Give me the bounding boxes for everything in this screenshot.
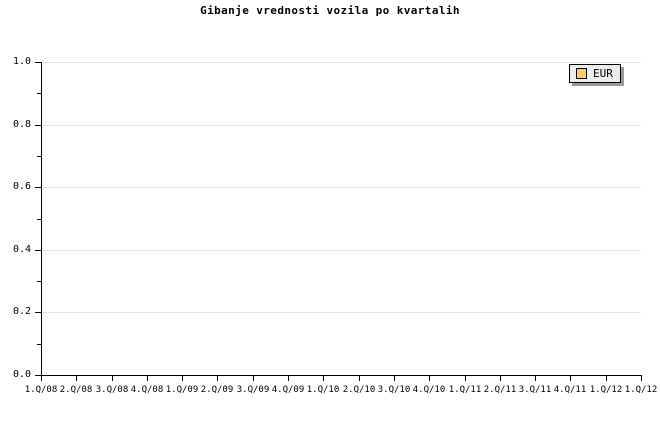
y-axis-minor-tick	[37, 281, 41, 283]
x-axis-label: 2.Q/11	[483, 385, 517, 395]
y-axis-minor-tick	[37, 218, 41, 220]
y-axis-tick	[35, 62, 41, 63]
x-axis-label: 2.Q/08	[59, 385, 93, 395]
y-axis-tick	[35, 375, 41, 376]
x-axis-tick	[147, 376, 148, 381]
x-axis-label: 1.Q/09	[165, 385, 199, 395]
gridline	[41, 187, 641, 189]
x-axis-label: 2.Q/10	[342, 385, 376, 395]
x-axis-tick	[253, 376, 254, 381]
gridline	[41, 62, 641, 63]
x-axis-label: 4.Q/08	[130, 385, 164, 395]
chart-title: Gibanje vrednosti vozila po kvartalih	[200, 4, 460, 17]
x-axis-tick	[41, 376, 42, 381]
x-axis-tick	[606, 376, 607, 381]
x-axis-tick	[288, 376, 289, 381]
y-axis-tick	[35, 249, 41, 251]
y-axis-tick	[35, 124, 41, 126]
x-axis-label: 3.Q/11	[518, 385, 552, 395]
x-axis-tick	[429, 376, 430, 381]
y-axis-tick	[35, 312, 41, 314]
y-axis-minor-tick	[37, 343, 41, 345]
x-axis-label: 1.Q/12	[624, 385, 658, 395]
y-axis-label: 0.6	[12, 181, 31, 193]
x-axis-label: 1.Q/11	[448, 385, 482, 395]
x-axis-label: 3.Q/10	[377, 385, 411, 395]
x-axis-tick	[535, 376, 536, 381]
x-axis-label: 2.Q/09	[200, 385, 234, 395]
x-axis-label: 4.Q/11	[553, 385, 587, 395]
x-axis-tick	[465, 376, 466, 381]
y-axis-minor-tick	[37, 155, 41, 157]
y-axis-label: 0.2	[12, 306, 31, 318]
y-axis-minor-tick	[37, 93, 41, 95]
x-axis-label: 4.Q/10	[412, 385, 446, 395]
chart-legend[interactable]: EUR	[569, 64, 621, 83]
y-axis-tick	[35, 187, 41, 189]
gridline	[41, 124, 641, 126]
gridline	[41, 249, 641, 251]
x-axis-tick	[323, 376, 324, 381]
x-axis-label: 1.Q/12	[589, 385, 623, 395]
x-axis-tick	[112, 376, 113, 381]
gridline	[41, 312, 641, 314]
x-axis-tick	[359, 376, 360, 381]
x-axis-tick	[570, 376, 571, 381]
y-axis-label: 0.8	[12, 118, 31, 130]
x-axis-tick	[500, 376, 501, 381]
y-axis-label: 0.4	[12, 243, 31, 255]
plot-area	[41, 62, 641, 375]
x-axis-tick	[76, 376, 77, 381]
y-axis-label: 0.0	[12, 369, 31, 380]
x-axis-label: 1.Q/10	[306, 385, 340, 395]
legend-swatch-eur-icon	[576, 68, 587, 79]
x-axis-label: 3.Q/09	[236, 385, 270, 395]
x-axis-tick	[641, 376, 642, 381]
x-axis-tick	[217, 376, 218, 381]
y-axis-line	[41, 62, 42, 376]
y-axis-label: 1.0	[12, 56, 31, 67]
legend-label-eur: EUR	[593, 67, 613, 80]
x-axis-label: 3.Q/08	[95, 385, 129, 395]
x-axis-line	[41, 375, 642, 376]
x-axis-label: 4.Q/09	[271, 385, 305, 395]
x-axis-label: 1.Q/08	[24, 385, 58, 395]
x-axis-tick	[394, 376, 395, 381]
x-axis-tick	[182, 376, 183, 381]
